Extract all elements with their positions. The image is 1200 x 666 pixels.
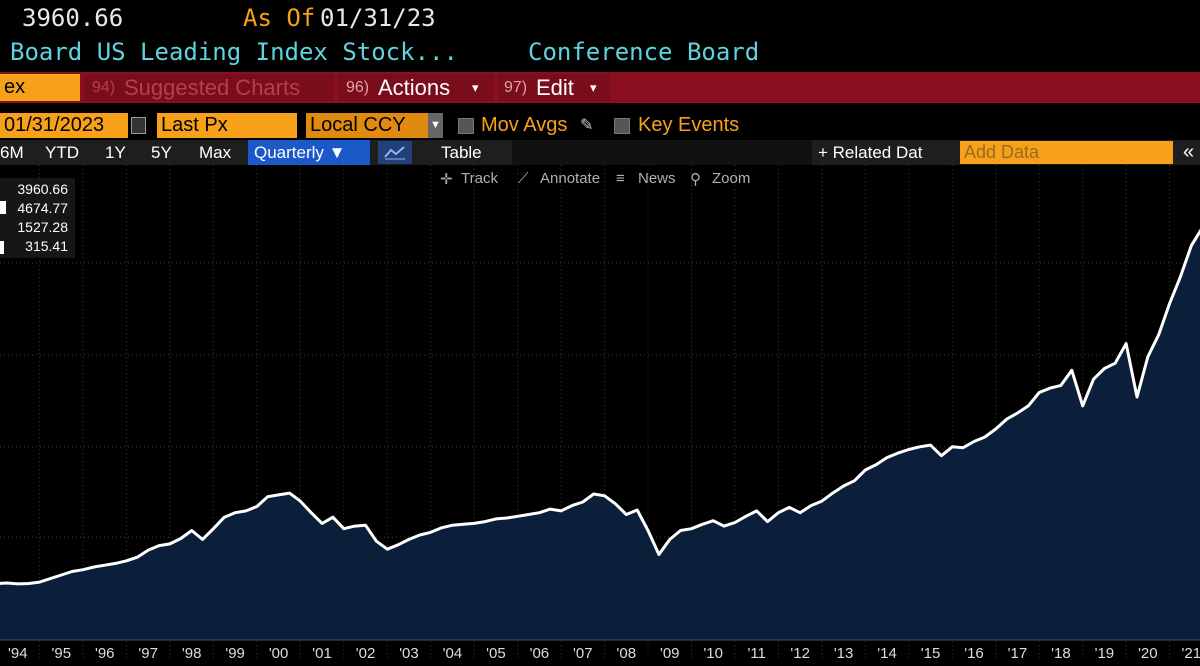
checkbox[interactable] [458,118,474,134]
x-tick-label: '18 [1051,645,1071,662]
as-of-date: 01/31/23 [320,4,436,32]
x-tick-label: '11 [747,645,765,662]
suggested-charts[interactable] [84,74,334,101]
checkbox[interactable] [614,118,630,134]
toolbar-spacer [512,140,812,165]
menu-label: Suggested Charts [124,75,301,100]
line [0,228,1200,586]
as-of-label: As Of [243,4,316,32]
menu-label: Actions [378,75,451,100]
menu-label: Edit [536,75,574,100]
collapse-button[interactable]: « [1183,141,1195,163]
legend-last: 3960.66 [17,181,68,197]
x-tick-label: '95 [52,645,72,662]
x-tick-label: '05 [486,645,506,662]
dropdown-arrow[interactable]: ▼ [428,113,443,138]
x-tick-label: '16 [964,645,984,662]
legend-icon [0,201,6,214]
field-input[interactable]: ex [0,74,80,101]
x-tick-label: '01 [312,645,332,662]
legend-high: 4674.77 [17,200,68,216]
last-price: 3960.66 [22,4,124,32]
x-tick-label: '06 [530,645,550,662]
range-button[interactable]: 5Y [151,143,172,162]
legend-average: 1527.28 [17,219,68,235]
news-icon: ≡ [616,170,625,187]
frequency-button[interactable]: Quarterly ▼ [248,140,370,165]
related-data-button[interactable]: + Related Dat [818,143,923,162]
track-icon: ✛ [440,171,453,188]
range-button[interactable]: Max [199,143,232,162]
key-events-label: Key Events [638,114,740,136]
source: Conference Board [528,38,760,66]
actions-menu[interactable] [338,74,494,101]
x-tick-label: '97 [138,645,158,662]
legend-low: 315.41 [25,238,68,254]
track-tool[interactable]: Track [461,170,498,187]
menu-num: 96) [346,79,370,96]
mov-avgs-label: Mov Avgs [481,114,568,136]
x-tick-label: '19 [1095,645,1115,662]
zoom-icon: ⚲ [690,171,701,188]
range-button[interactable]: 6M [0,143,24,162]
x-tick-label: '15 [921,645,941,662]
calendar-icon[interactable] [131,117,146,134]
x-tick-label: '12 [790,645,810,662]
menu-num: 94) [92,79,116,96]
x-tick-label: '08 [617,645,637,662]
x-tick-label: '98 [182,645,202,662]
range-button[interactable]: 1Y [105,143,126,162]
annotate-icon: ⟋ [518,170,529,187]
dropdown-arrow: ▾ [590,80,597,95]
chart-icon [384,146,405,160]
x-tick-label: '20 [1138,645,1158,662]
x-tick-label: '99 [225,645,245,662]
pencil-icon[interactable]: ✎ [580,117,594,134]
annotate-tool[interactable]: Annotate [540,170,601,187]
legend [0,178,75,258]
add-data-input[interactable]: Add Data [960,141,1173,164]
news-tool[interactable]: News [638,170,676,187]
zoom-tool[interactable]: Zoom [712,170,751,187]
menu-num: 97) [504,79,528,96]
x-tick-label: '04 [443,645,463,662]
x-tick-label: '96 [95,645,115,662]
date-input[interactable]: 01/31/2023 [0,113,128,138]
dropdown-arrow: ▾ [472,80,479,95]
x-tick-label: '07 [573,645,593,662]
legend-icon [0,241,4,254]
x-tick-label: '94 [8,645,28,662]
x-tick-label: '02 [356,645,376,662]
area [0,231,1200,640]
x-tick-label: '09 [660,645,680,662]
x-tick-label: '14 [877,645,897,662]
x-tick-label: '21 [1182,645,1200,662]
x-tick-label: '13 [834,645,854,662]
field-select[interactable]: Last Px [157,113,297,138]
table-button[interactable]: Table [441,143,482,162]
range-button[interactable]: YTD [45,143,79,162]
currency-select[interactable]: Local CCY [306,113,428,138]
edit-menu[interactable] [498,74,610,101]
x-tick-label: '17 [1008,645,1028,662]
x-tick-label: '00 [269,645,289,662]
x-tick-label: '10 [703,645,723,662]
security-name: Board US Leading Index Stock... [10,38,458,66]
x-tick-label: '03 [399,645,419,662]
